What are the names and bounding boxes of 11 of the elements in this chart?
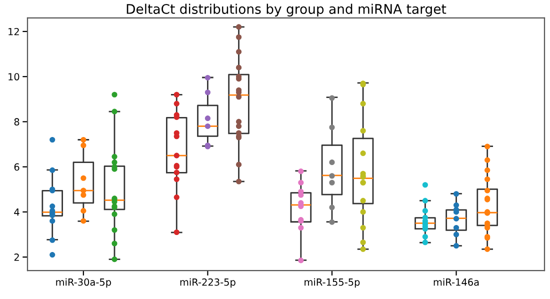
x-tick-label: miR-223-5p xyxy=(180,278,236,288)
y-tick-label: 8 xyxy=(14,118,20,126)
y-tick-label: 12 xyxy=(8,28,19,36)
y-tick-label: 10 xyxy=(8,73,20,80)
x-tick-label: miR-30a-5p xyxy=(56,278,112,288)
y-tick-label: 4 xyxy=(14,208,20,216)
x-tick-label: miR-146a xyxy=(434,278,479,286)
y-tick-label: 6 xyxy=(14,163,20,171)
y-tick-label: 2 xyxy=(14,254,19,261)
x-tick-label: miR-155-5p xyxy=(304,278,360,288)
chart-title: DeltaCt distributions by group and miRNA target xyxy=(126,4,446,17)
